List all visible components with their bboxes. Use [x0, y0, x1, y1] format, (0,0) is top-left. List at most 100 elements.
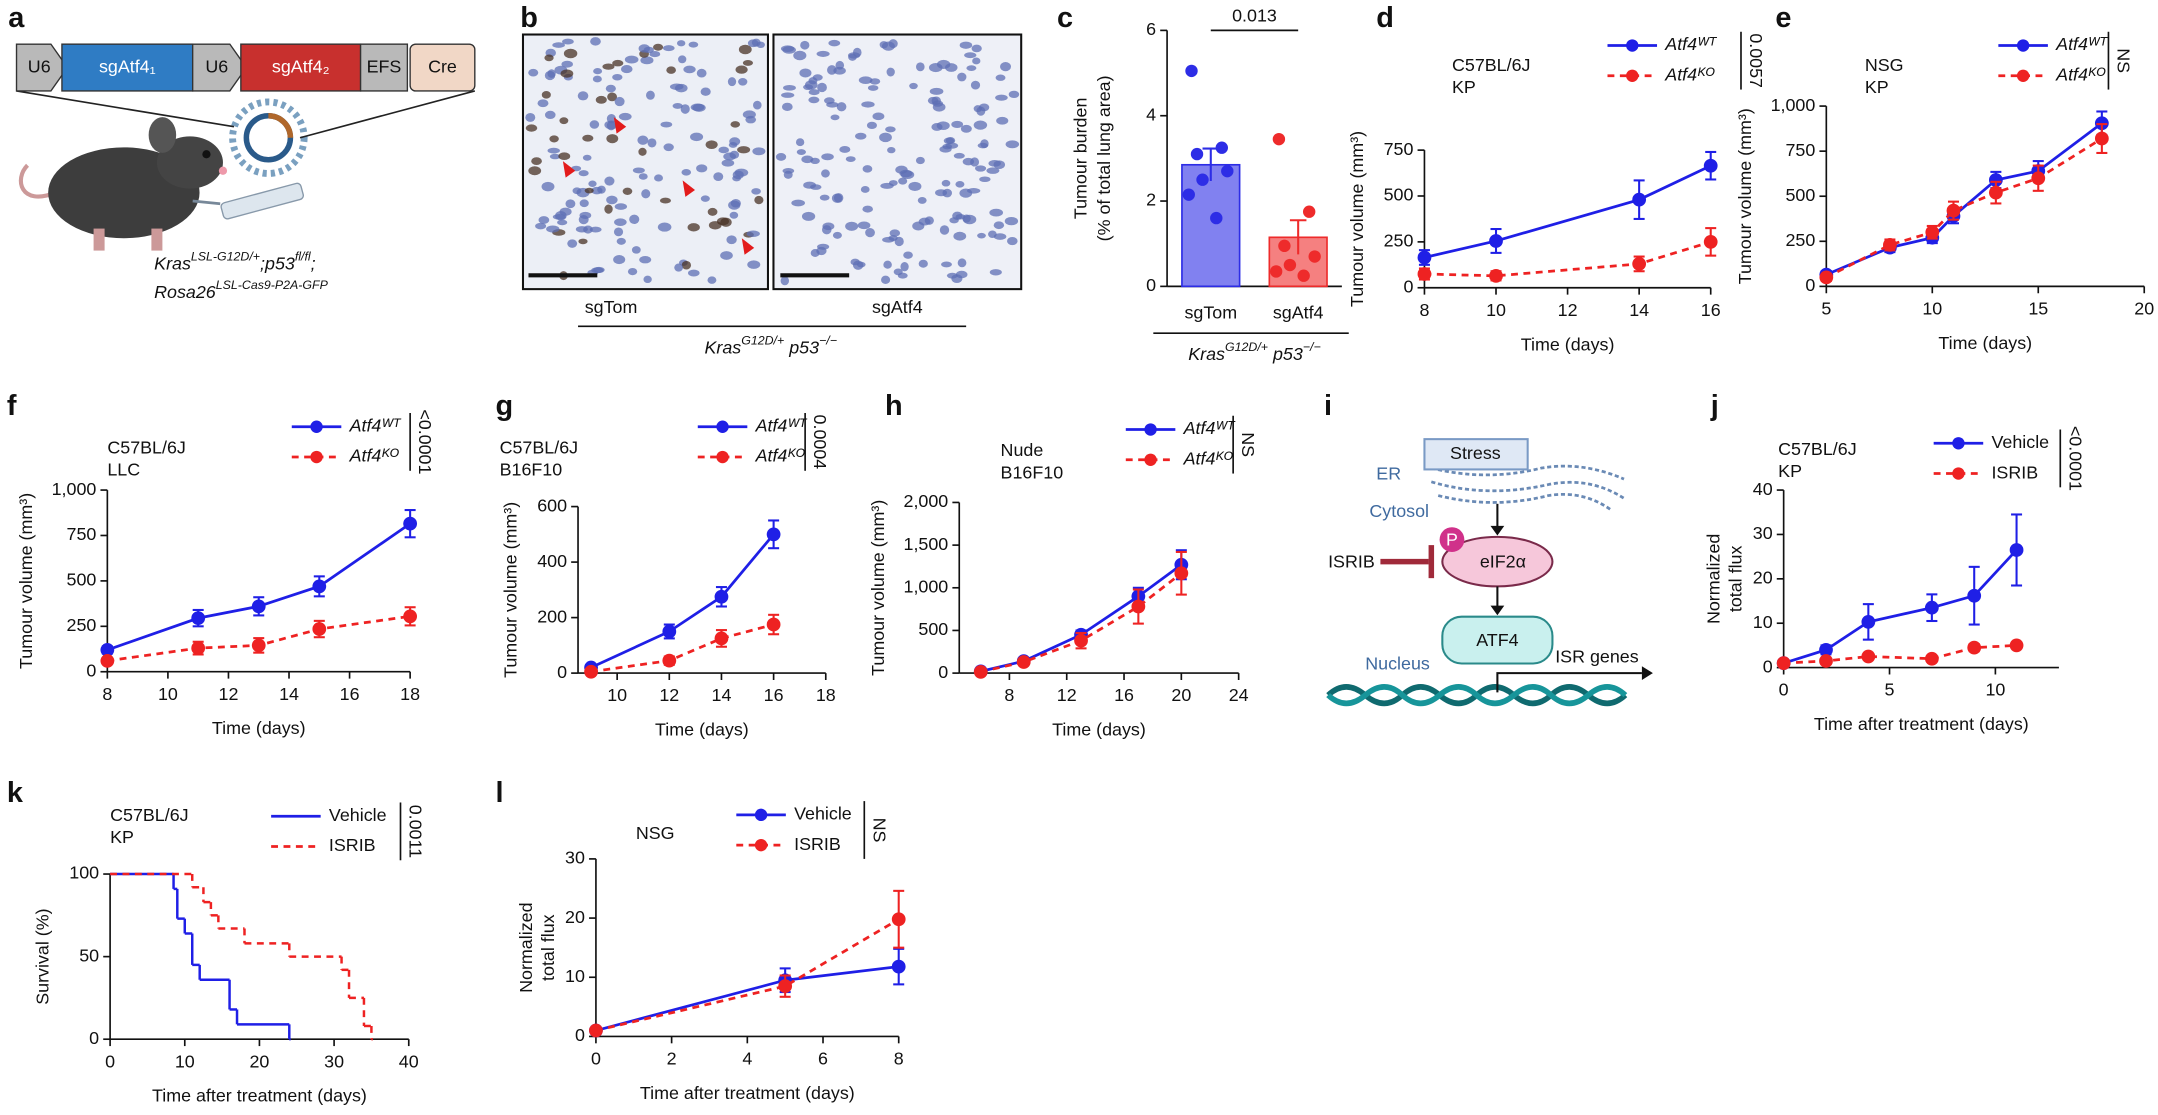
micrographs	[521, 33, 1023, 291]
cell-nucleus	[869, 78, 881, 85]
y-tick-label: 400	[537, 551, 567, 571]
cell-nucleus	[817, 243, 830, 250]
cell-nucleus	[687, 223, 700, 232]
annotation: LLC	[107, 460, 140, 480]
data-point	[662, 624, 677, 639]
legend-label: Atf4ᴷᴼ	[349, 446, 400, 466]
cell-nucleus	[700, 195, 710, 202]
x-tick-label: 0	[1779, 680, 1789, 700]
data-point	[2009, 543, 2024, 557]
cell-nucleus	[879, 41, 889, 49]
y-tick-label: 2,000	[904, 491, 949, 511]
data-point	[1988, 185, 2003, 200]
cell-nucleus	[624, 55, 639, 64]
data-point	[1819, 642, 1833, 657]
annotation: C57BL/6J	[1452, 55, 1530, 75]
x-tick-label: 10	[1922, 298, 1942, 318]
cell-nucleus	[676, 40, 686, 47]
cell-nucleus	[916, 62, 925, 72]
data-point	[1988, 173, 2003, 187]
cell-nucleus	[918, 259, 928, 268]
y-tick-label: 0	[557, 662, 567, 682]
cell-nucleus	[808, 89, 820, 96]
p-value: <0.0001	[2065, 426, 2085, 491]
data-point	[1417, 250, 1432, 265]
cell-nucleus	[604, 204, 613, 214]
x-tick-label: 5	[1821, 298, 1831, 318]
cell-nucleus	[690, 132, 704, 142]
x-tick-label: 10	[607, 685, 627, 705]
x-tick-label: 20	[2134, 298, 2154, 318]
text-part: p53	[784, 337, 819, 357]
cell-nucleus	[900, 262, 909, 272]
p-value: 0.013	[1232, 5, 1277, 25]
cell-nucleus	[589, 226, 602, 233]
diagram-label: Cytosol	[1369, 501, 1429, 521]
cell-nucleus	[737, 146, 751, 154]
legend-marker	[1952, 467, 1965, 480]
y-tick-label: 30	[565, 848, 585, 868]
text-part: p53	[1268, 344, 1303, 364]
y-axis-label: total flux	[1726, 545, 1746, 612]
cell-nucleus	[821, 153, 834, 161]
data-point	[1297, 269, 1310, 282]
data-point	[766, 617, 781, 632]
data-point	[312, 579, 327, 594]
data-point	[1632, 257, 1647, 271]
x-axis-label: Time after treatment (days)	[152, 1086, 367, 1106]
cell-nucleus	[941, 179, 951, 187]
cell-nucleus	[881, 275, 891, 285]
panel-letter: h	[885, 390, 903, 422]
legend-label: Vehicle	[1991, 432, 2049, 452]
cell-nucleus	[584, 187, 594, 194]
cell-nucleus	[663, 143, 674, 152]
cell-nucleus	[995, 94, 1008, 101]
cell-nucleus	[649, 50, 661, 58]
cell-nucleus	[993, 221, 1005, 230]
cell-nucleus	[848, 52, 861, 59]
series-line	[106, 522, 411, 652]
p-value: NS	[869, 818, 889, 843]
cell-nucleus	[723, 152, 737, 161]
data-point	[1269, 265, 1283, 278]
legend-marker	[1144, 453, 1157, 466]
cell-nucleus	[616, 237, 626, 245]
data-point	[1703, 234, 1718, 249]
text-part: Kras	[154, 253, 191, 273]
x-tick-label: 5	[1885, 680, 1895, 700]
x-tick-label: 15	[2028, 298, 2048, 318]
y-tick-label: 250	[1384, 231, 1414, 251]
cell-nucleus	[960, 124, 972, 133]
legend-label: ISRIB	[794, 834, 841, 854]
y-tick-label: 0	[1763, 656, 1773, 676]
cell-nucleus	[993, 233, 1007, 240]
legend-marker	[310, 450, 323, 464]
cell-nucleus	[753, 100, 762, 110]
x-axis-label: Time (days)	[655, 720, 749, 740]
data-point	[1185, 64, 1198, 78]
cell-nucleus	[821, 225, 832, 235]
cell-nucleus	[727, 77, 737, 87]
data-point	[1174, 566, 1189, 581]
construct-element	[409, 43, 476, 92]
cell-nucleus	[593, 68, 603, 75]
cell-nucleus	[637, 135, 649, 145]
panel-letter: d	[1376, 2, 1394, 34]
legend-label: Atf4ᵂᵀ	[2055, 34, 2108, 54]
data-point	[100, 653, 115, 668]
cell-nucleus	[638, 44, 650, 53]
data-point	[1016, 655, 1031, 669]
y-tick-label: 0	[1403, 276, 1413, 296]
annotation: KP	[1865, 77, 1889, 97]
data-point	[1308, 250, 1321, 263]
diagram-label: eIF2α	[1480, 552, 1526, 572]
cell-nucleus	[751, 188, 761, 195]
cell-nucleus	[862, 165, 873, 173]
cell-nucleus	[672, 103, 683, 109]
p-value: 0.0004	[810, 415, 830, 470]
series-line	[590, 623, 774, 674]
data-point	[1861, 649, 1876, 664]
legend-marker	[1626, 69, 1639, 82]
cell-nucleus	[816, 50, 830, 57]
legend-marker	[754, 838, 768, 852]
